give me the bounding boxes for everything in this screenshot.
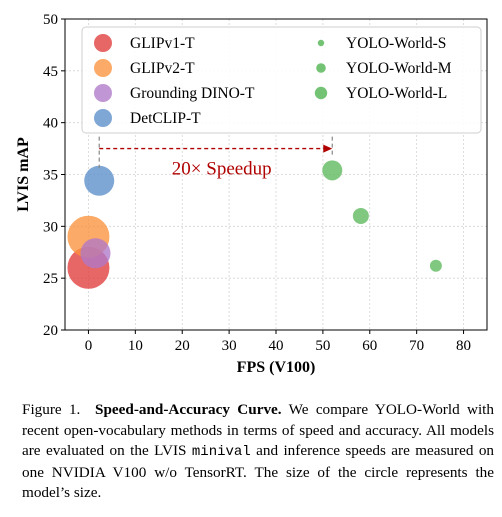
y-tick-label: 50: [43, 12, 58, 28]
legend: GLIPv1-T GLIPv2-T Grounding DINO-T DetCLIP-…: [81, 26, 482, 134]
annotation-arrow-head: [323, 144, 333, 153]
point-yolo-world-l: [322, 160, 343, 181]
axis-ticks: 0 10 20 30 40 50 60 70 80 20 25 30 35 40 45 50: [43, 12, 471, 354]
point-yolo-world-m: [352, 207, 369, 224]
y-tick-label: 25: [43, 271, 58, 287]
data-points: [67, 160, 442, 289]
legend-label: Grounding DINO-T: [130, 85, 255, 102]
legend-marker: [317, 39, 325, 47]
legend-marker: [316, 63, 326, 73]
legend-marker: [314, 86, 328, 100]
legend-label: YOLO-World-L: [346, 85, 447, 102]
x-tick-label: 60: [362, 338, 377, 354]
y-tick-label: 35: [43, 168, 58, 184]
caption-text-1: We compare YOLO-World with recent open-v…: [22, 401, 494, 459]
caption-text-2: and inference speeds are measured on one…: [22, 442, 495, 501]
x-tick-label: 70: [409, 338, 424, 354]
y-tick-label: 40: [43, 116, 58, 132]
legend-marker: [94, 84, 112, 102]
x-axis-label: FPS (V100): [237, 359, 316, 376]
x-tick-label: 10: [128, 338, 143, 354]
legend-label: GLIPv1-T: [130, 35, 195, 52]
caption-title: Speed-and-Accuracy Curve.: [95, 401, 282, 418]
point-detclip-t: [84, 165, 115, 196]
legend-marker: [94, 34, 112, 52]
legend-label: YOLO-World-M: [346, 60, 452, 77]
x-tick-label: 0: [85, 338, 93, 354]
x-tick-label: 80: [456, 338, 471, 354]
legend-label: YOLO-World-S: [346, 35, 446, 52]
x-tick-label: 30: [222, 338, 237, 354]
legend-label: DetCLIP-T: [130, 110, 201, 127]
figure-caption: Figure 1. Speed-and-Accuracy Curve. We c…: [22, 400, 494, 504]
x-tick-label: 20: [175, 338, 190, 354]
y-axis-label: LVIS mAP: [15, 137, 32, 212]
caption-code: minival: [191, 444, 251, 460]
y-tick-label: 20: [43, 323, 58, 339]
x-tick-label: 40: [269, 338, 284, 354]
annotation-label: 20× Speedup: [172, 159, 272, 180]
legend-marker: [94, 59, 112, 77]
point-yolo-world-s: [429, 259, 442, 272]
speed-accuracy-chart: 0 10 20 30 40 50 60 70 80 20 25 30 35 40 45 50 20× Spee…: [15, 12, 488, 376]
legend-label: GLIPv2-T: [130, 60, 195, 77]
speedup-annotation: 20× Speedup: [98, 136, 333, 180]
y-tick-label: 30: [43, 219, 58, 235]
legend-marker: [94, 109, 112, 127]
y-tick-label: 45: [43, 64, 58, 80]
x-tick-label: 50: [315, 338, 330, 354]
legend-box: [81, 26, 482, 134]
figure-label: Figure 1.: [22, 401, 81, 418]
point-grounding-dino-t: [80, 238, 111, 269]
